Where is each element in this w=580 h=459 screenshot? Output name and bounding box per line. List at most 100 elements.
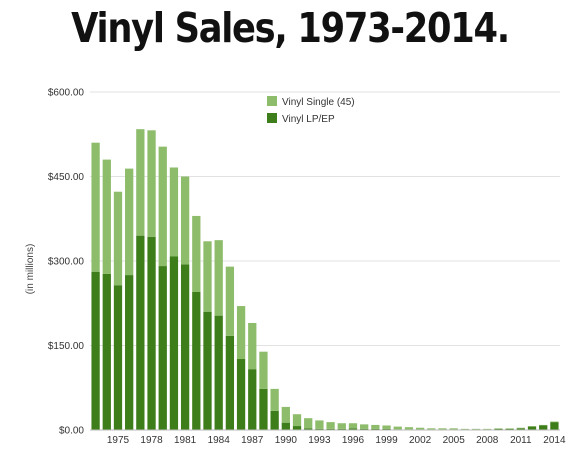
bar-single-2005 — [449, 428, 458, 430]
bar-lp-ep-2014 — [550, 422, 559, 430]
x-tick-label: 2008 — [476, 435, 499, 446]
bar-single-1990 — [281, 406, 290, 423]
x-tick-label: 1987 — [241, 435, 264, 446]
bar-single-2000 — [393, 426, 402, 430]
bar-single-1978 — [147, 130, 156, 237]
bar-single-2011 — [516, 427, 525, 429]
x-tick-label: 2014 — [543, 435, 566, 446]
bar-single-1993 — [315, 420, 324, 429]
bar-single-2012 — [527, 426, 537, 427]
bar-lp-ep-2009 — [494, 428, 503, 430]
bar-single-2010 — [505, 428, 514, 429]
x-tick-label: 1996 — [342, 435, 365, 446]
bar-lp-ep-1981 — [180, 264, 190, 430]
bar-single-1992 — [304, 418, 313, 429]
bar-lp-ep-2011 — [516, 428, 525, 430]
legend-swatch — [267, 96, 277, 106]
x-tick-label: 1999 — [375, 435, 398, 446]
x-tick-label: 2011 — [510, 435, 532, 446]
bar-single-2002 — [415, 427, 425, 430]
bar-single-1982 — [192, 215, 201, 292]
bar-lp-ep-1991 — [292, 426, 302, 430]
x-tick-label: 1990 — [275, 435, 298, 446]
bar-single-1986 — [236, 306, 246, 360]
chart-title: Vinyl Sales, 1973-2014. — [71, 4, 510, 52]
bar-single-1975 — [113, 191, 123, 286]
bar-single-1991 — [292, 414, 302, 427]
bar-lp-ep-2010 — [505, 428, 514, 430]
legend-label: Vinyl LP/EP — [282, 114, 335, 125]
bar-single-2013 — [539, 424, 548, 426]
bar-lp-ep-1995 — [337, 428, 346, 430]
bar-lp-ep-1973 — [91, 271, 100, 430]
bar-lp-ep-1992 — [304, 428, 313, 430]
bar-lp-ep-1980 — [169, 256, 179, 430]
bar-lp-ep-1977 — [136, 235, 145, 430]
legend-label: Vinyl Single (45) — [282, 97, 355, 108]
bar-single-2014 — [550, 421, 559, 423]
bar-single-1989 — [270, 388, 279, 411]
bar-lp-ep-1985 — [225, 335, 235, 430]
bar-lp-ep-1988 — [259, 388, 268, 430]
bar-lp-ep-1975 — [113, 285, 123, 430]
bar-single-1999 — [382, 425, 391, 429]
bar-lp-ep-1978 — [147, 236, 156, 430]
bar-single-1981 — [180, 176, 190, 265]
bar-lp-ep-1979 — [158, 266, 167, 430]
x-tick-label: 2005 — [443, 435, 466, 446]
bar-single-1996 — [348, 423, 358, 429]
x-tick-label: 2002 — [409, 435, 432, 446]
x-tick-label: 1975 — [107, 435, 130, 446]
y-tick-label: $150.00 — [48, 341, 85, 352]
bar-single-1998 — [371, 424, 380, 429]
bar-single-2004 — [438, 428, 447, 430]
bar-single-1995 — [337, 423, 346, 429]
y-tick-label: $0.00 — [59, 426, 84, 437]
bar-single-1994 — [326, 422, 335, 429]
bar-lp-ep-1997 — [360, 428, 369, 430]
bar-lp-ep-1994 — [326, 428, 335, 430]
bar-single-1979 — [158, 146, 167, 267]
y-tick-label: $300.00 — [48, 257, 85, 268]
bar-lp-ep-1976 — [125, 275, 134, 430]
bar-single-2008 — [483, 428, 492, 430]
bar-single-1977 — [136, 129, 145, 236]
bar-lp-ep-1986 — [236, 359, 246, 430]
bar-lp-ep-1999 — [382, 428, 391, 430]
bar-single-1974 — [102, 159, 111, 274]
bar-single-2006 — [460, 428, 470, 430]
bar-lp-ep-1990 — [281, 422, 290, 430]
bar-single-2003 — [427, 428, 436, 430]
bar-single-1976 — [125, 168, 134, 276]
legend-swatch — [267, 113, 277, 123]
bar-lp-ep-1998 — [371, 428, 380, 430]
bar-single-1988 — [259, 351, 268, 389]
bar-lp-ep-1989 — [270, 410, 279, 430]
y-axis-label: (in millions) — [25, 244, 36, 295]
bar-lp-ep-1974 — [102, 273, 111, 430]
bar-single-2007 — [471, 428, 481, 430]
bar-lp-ep-1984 — [214, 315, 223, 430]
bar-lp-ep-1982 — [192, 291, 201, 430]
bar-single-1980 — [169, 167, 179, 257]
x-tick-label: 1981 — [174, 435, 197, 446]
x-tick-label: 1984 — [208, 435, 231, 446]
bar-single-1984 — [214, 240, 223, 316]
bar-lp-ep-2012 — [527, 426, 537, 430]
y-tick-label: $600.00 — [48, 88, 85, 99]
bar-single-1985 — [225, 266, 235, 336]
x-tick-label: 1993 — [308, 435, 331, 446]
bar-lp-ep-1987 — [248, 369, 257, 430]
bar-lp-ep-1993 — [315, 428, 324, 430]
bar-single-2001 — [404, 427, 414, 430]
bar-lp-ep-2013 — [539, 425, 548, 430]
x-tick-label: 1978 — [140, 435, 163, 446]
bar-lp-ep-1996 — [348, 428, 358, 430]
bar-lp-ep-1983 — [203, 311, 212, 430]
y-tick-label: $450.00 — [48, 172, 85, 183]
bar-single-1987 — [248, 322, 257, 370]
bar-single-1983 — [203, 241, 212, 312]
bar-single-1973 — [91, 142, 100, 272]
bar-single-2009 — [494, 428, 503, 429]
